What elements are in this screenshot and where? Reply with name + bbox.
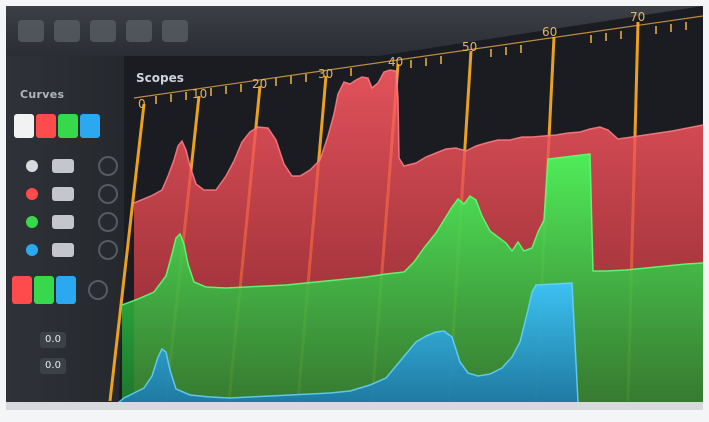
value-field[interactable]: 0.0: [40, 332, 66, 348]
toolbar-button[interactable]: [90, 20, 116, 42]
ruler-label: 20: [252, 77, 267, 91]
ruler-baseline: [133, 15, 703, 99]
channel-swatch-red[interactable]: [12, 276, 32, 304]
scope-graph: Scopes: [108, 6, 703, 416]
green-waveform-outline: [121, 153, 703, 306]
channel-swatch-green[interactable]: [58, 114, 78, 138]
channel-dot-red[interactable]: [26, 188, 38, 200]
channel-value-field[interactable]: [52, 159, 74, 173]
channel-swatch-blue[interactable]: [80, 114, 100, 138]
ruler: 0 10 20 30 40 50 60 70: [133, 10, 703, 111]
gear-icon[interactable]: [98, 156, 118, 176]
scope-title: Scopes: [136, 71, 184, 85]
ruler-label: 70: [630, 10, 645, 24]
ruler-label: 40: [388, 55, 403, 69]
toolbar-button[interactable]: [162, 20, 188, 42]
ruler-label: 0: [138, 97, 146, 111]
gear-icon[interactable]: [88, 280, 108, 300]
channel-swatch-red[interactable]: [36, 114, 56, 138]
toolbar-button[interactable]: [54, 20, 80, 42]
channel-dot-blue[interactable]: [26, 244, 38, 256]
channel-value-field[interactable]: [52, 187, 74, 201]
guide-line: [108, 103, 146, 402]
ruler-label: 50: [462, 40, 477, 54]
channel-swatch-white[interactable]: [14, 114, 34, 138]
channel-value-field[interactable]: [52, 215, 74, 229]
color-wheel-icon[interactable]: [98, 184, 118, 204]
ruler-label: 10: [192, 87, 207, 101]
panel-label: Curves: [20, 88, 65, 101]
ruler-label: 30: [318, 67, 333, 81]
channel-swatch-green[interactable]: [34, 276, 54, 304]
toolbar-button[interactable]: [126, 20, 152, 42]
blue-waveform-outline: [113, 282, 579, 407]
color-panel: Curves 0.0 0.0: [6, 56, 124, 416]
app-window: Curves 0.0 0.0: [6, 6, 703, 416]
value-field[interactable]: 0.0: [40, 358, 66, 374]
undo-icon[interactable]: [98, 212, 118, 232]
channel-dot-white[interactable]: [26, 160, 38, 172]
ruler-label: 60: [542, 25, 557, 39]
toolbar-button[interactable]: [18, 20, 44, 42]
channel-dot-green[interactable]: [26, 216, 38, 228]
channel-value-field[interactable]: [52, 243, 74, 257]
color-wheel-icon[interactable]: [98, 240, 118, 260]
red-waveform-outline: [133, 69, 703, 204]
channel-swatch-blue[interactable]: [56, 276, 76, 304]
screen-bezel: [0, 410, 709, 422]
blue-waveform: [114, 283, 578, 406]
